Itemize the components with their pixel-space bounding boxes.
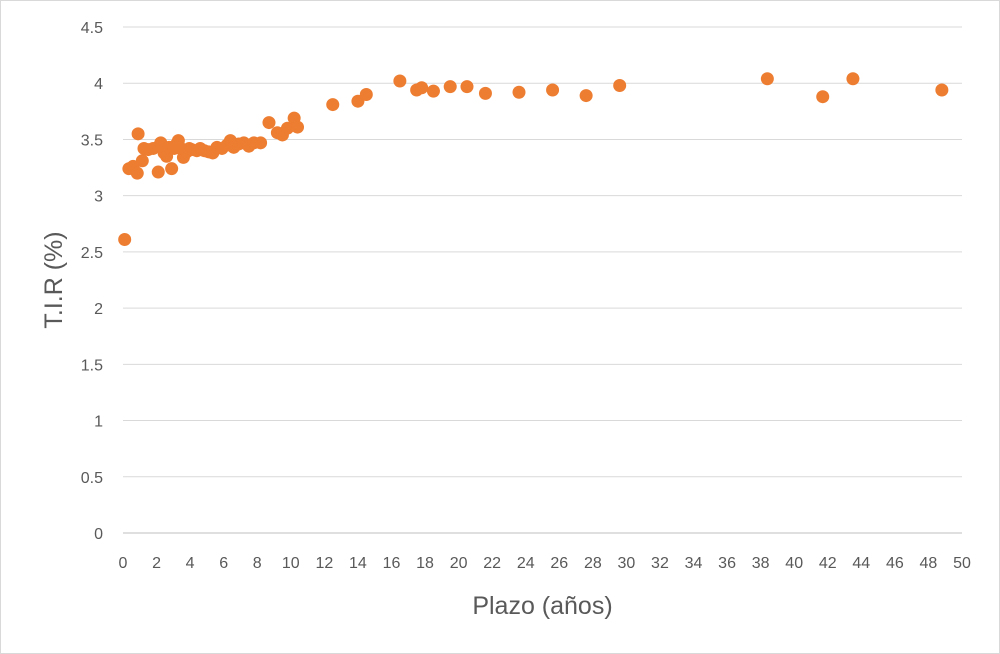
data-point — [291, 120, 305, 134]
data-point — [151, 165, 165, 179]
x-tick-label: 48 — [920, 555, 938, 572]
x-tick-label: 2 — [152, 555, 161, 572]
x-tick-label: 16 — [383, 555, 401, 572]
data-points — [118, 72, 949, 247]
x-tick-label: 32 — [651, 555, 669, 572]
data-point — [135, 154, 149, 168]
x-tick-label: 30 — [618, 555, 636, 572]
gridlines — [123, 26, 962, 478]
x-tick-label: 28 — [584, 555, 602, 572]
x-tick-label: 10 — [282, 555, 300, 572]
x-tick-label: 36 — [718, 555, 736, 572]
x-tick-label: 26 — [550, 555, 568, 572]
data-point — [460, 80, 474, 94]
data-point — [846, 72, 860, 86]
data-point — [426, 84, 440, 98]
x-tick-label: 22 — [483, 555, 501, 572]
x-tick-label: 38 — [752, 555, 770, 572]
data-point — [546, 83, 560, 97]
y-tick-label: 2 — [94, 301, 103, 318]
y-tick-label: 0 — [94, 526, 103, 543]
x-tick-label: 14 — [349, 555, 367, 572]
y-tick-label: 3.5 — [81, 132, 103, 149]
x-tick-label: 44 — [852, 555, 870, 572]
data-point — [816, 90, 830, 104]
data-point — [512, 85, 526, 99]
x-tick-label: 18 — [416, 555, 434, 572]
data-point — [478, 86, 492, 100]
data-point — [118, 233, 132, 247]
data-point — [254, 136, 268, 150]
y-tick-label: 0.5 — [81, 470, 103, 487]
x-tick-label: 4 — [186, 555, 195, 572]
x-tick-label: 12 — [315, 555, 333, 572]
y-tick-label: 2.5 — [81, 245, 103, 262]
data-point — [760, 72, 774, 86]
x-tick-label: 24 — [517, 555, 535, 572]
data-point — [326, 98, 340, 112]
x-tick-label: 42 — [819, 555, 837, 572]
data-point — [280, 121, 294, 135]
data-point — [393, 74, 407, 88]
data-point — [262, 116, 276, 130]
y-tick-label: 4.5 — [81, 20, 103, 37]
x-tick-label: 34 — [685, 555, 703, 572]
y-tick-labels: 0 0.5 1 1.5 2 2.5 3 3.5 4 4.5 — [81, 20, 103, 543]
data-point — [131, 127, 145, 141]
data-point — [165, 162, 179, 176]
x-tick-label: 20 — [450, 555, 468, 572]
y-axis-title: T.I.R (%) — [40, 231, 68, 328]
x-tick-labels: 0 2 4 6 8 10 12 14 16 18 20 22 24 26 28 30 32 34 36 38 40 42 4… — [119, 555, 971, 572]
x-tick-label: 0 — [119, 555, 128, 572]
y-tick-label: 4 — [94, 76, 103, 93]
x-tick-label: 40 — [785, 555, 803, 572]
data-point — [579, 89, 593, 103]
x-tick-label: 46 — [886, 555, 904, 572]
data-point — [359, 87, 373, 101]
x-tick-label: 50 — [953, 555, 971, 572]
x-axis-title: Plazo (años) — [472, 592, 612, 620]
x-tick-label: 6 — [219, 555, 228, 572]
data-point — [443, 80, 457, 94]
data-point — [613, 78, 627, 92]
data-point — [935, 83, 949, 97]
data-point — [130, 166, 144, 180]
y-tick-label: 1 — [94, 414, 103, 431]
y-tick-label: 3 — [94, 189, 103, 206]
data-point — [415, 81, 429, 95]
x-tick-label: 8 — [253, 555, 262, 572]
y-tick-label: 1.5 — [81, 357, 103, 374]
